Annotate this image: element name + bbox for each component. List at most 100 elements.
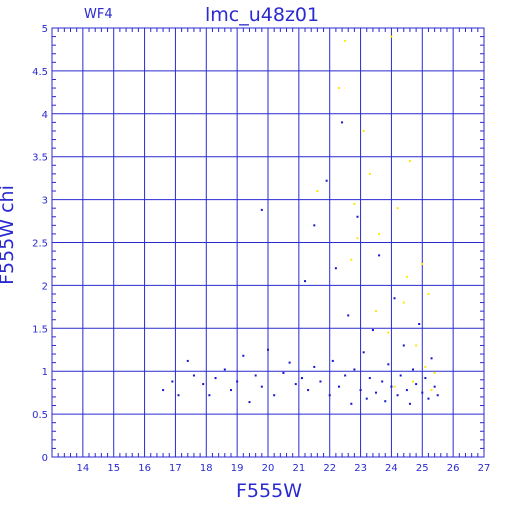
data-point-flagged xyxy=(387,331,390,334)
y-tick-label: 5 xyxy=(42,24,48,35)
x-tick-label: 18 xyxy=(200,463,213,474)
data-point xyxy=(331,359,334,362)
data-point xyxy=(260,208,263,211)
data-point xyxy=(412,368,415,371)
data-point xyxy=(319,380,322,383)
data-point xyxy=(162,389,165,392)
data-point xyxy=(424,377,427,380)
y-tick-label: 3.5 xyxy=(32,153,48,164)
data-point xyxy=(350,402,353,405)
x-tick-label: 19 xyxy=(231,463,244,474)
data-point xyxy=(344,374,347,377)
data-point xyxy=(229,389,232,392)
data-point-flagged xyxy=(350,258,353,261)
data-point xyxy=(177,394,180,397)
data-point-flagged xyxy=(396,207,399,210)
y-tick-label: 2 xyxy=(42,281,48,292)
data-point xyxy=(347,314,350,317)
data-point xyxy=(325,179,328,182)
data-point xyxy=(254,374,257,377)
data-point xyxy=(267,348,269,351)
y-tick-label: 3 xyxy=(42,196,48,207)
data-point xyxy=(375,391,377,394)
x-tick-label: 27 xyxy=(478,463,491,474)
x-tick-label: 14 xyxy=(76,463,89,474)
data-point xyxy=(371,329,374,332)
data-point-flagged xyxy=(408,159,411,162)
data-point xyxy=(384,400,387,403)
data-point-flagged xyxy=(353,202,356,205)
data-point xyxy=(359,389,362,392)
data-point-flagged xyxy=(362,129,365,132)
data-point-flagged xyxy=(433,371,436,374)
data-point xyxy=(223,368,226,371)
x-tick-label: 24 xyxy=(385,463,398,474)
data-point xyxy=(313,224,316,227)
data-point xyxy=(368,377,371,380)
data-point-flagged xyxy=(421,262,424,265)
data-point xyxy=(378,254,381,257)
data-point xyxy=(399,374,402,377)
data-point-flagged xyxy=(368,172,371,175)
y-tick-label: 0.5 xyxy=(32,410,48,421)
data-point-flagged xyxy=(430,389,433,392)
data-point xyxy=(337,385,340,388)
data-point xyxy=(356,215,359,218)
x-tick-label: 15 xyxy=(107,463,120,474)
data-point xyxy=(214,377,217,380)
data-point-flagged xyxy=(405,275,408,278)
x-tick-label: 20 xyxy=(262,463,275,474)
data-point xyxy=(436,394,439,397)
data-point xyxy=(387,363,390,366)
data-point-flagged xyxy=(356,237,359,240)
data-point xyxy=(334,267,337,270)
x-tick-label: 21 xyxy=(292,463,305,474)
data-point-flagged xyxy=(424,365,427,368)
data-point xyxy=(236,380,239,383)
data-point xyxy=(171,380,174,383)
data-point xyxy=(390,385,393,388)
data-point xyxy=(260,385,263,388)
x-tick-label: 17 xyxy=(169,463,182,474)
data-point-flagged xyxy=(375,310,377,313)
data-point xyxy=(288,361,291,364)
data-point xyxy=(433,385,436,388)
data-point xyxy=(381,380,384,383)
y-tick-label: 1 xyxy=(42,367,48,378)
data-point xyxy=(396,394,399,397)
data-point xyxy=(186,359,189,362)
x-axis-label: F555W xyxy=(236,480,302,502)
data-point xyxy=(365,397,368,400)
data-point xyxy=(341,121,344,124)
x-tick-label: 22 xyxy=(323,463,336,474)
data-point xyxy=(418,323,421,326)
data-point xyxy=(300,377,303,380)
data-point xyxy=(362,351,365,354)
data-point-flagged xyxy=(378,232,381,235)
y-axis-label: F555W chi xyxy=(0,185,18,285)
data-point-flagged xyxy=(415,344,418,347)
data-point xyxy=(208,394,211,397)
data-point xyxy=(313,365,316,368)
data-point-flagged xyxy=(393,385,396,388)
x-tick-label: 23 xyxy=(354,463,367,474)
chart-title: lmc_u48z01 xyxy=(205,4,320,26)
data-point xyxy=(307,389,310,392)
y-tick-label: 2.5 xyxy=(32,239,48,250)
data-point xyxy=(294,383,297,386)
data-point-flagged xyxy=(390,35,393,38)
data-point xyxy=(192,374,195,377)
data-point xyxy=(248,401,251,404)
data-point xyxy=(405,389,408,392)
data-point xyxy=(202,383,205,386)
data-point xyxy=(273,394,276,397)
data-point-flagged xyxy=(337,87,340,90)
data-point xyxy=(427,397,430,400)
data-point xyxy=(328,394,331,397)
data-point xyxy=(353,368,356,371)
data-point-flagged xyxy=(412,380,415,383)
data-point-flagged xyxy=(316,190,319,193)
data-point xyxy=(402,344,405,347)
data-point xyxy=(415,383,418,386)
